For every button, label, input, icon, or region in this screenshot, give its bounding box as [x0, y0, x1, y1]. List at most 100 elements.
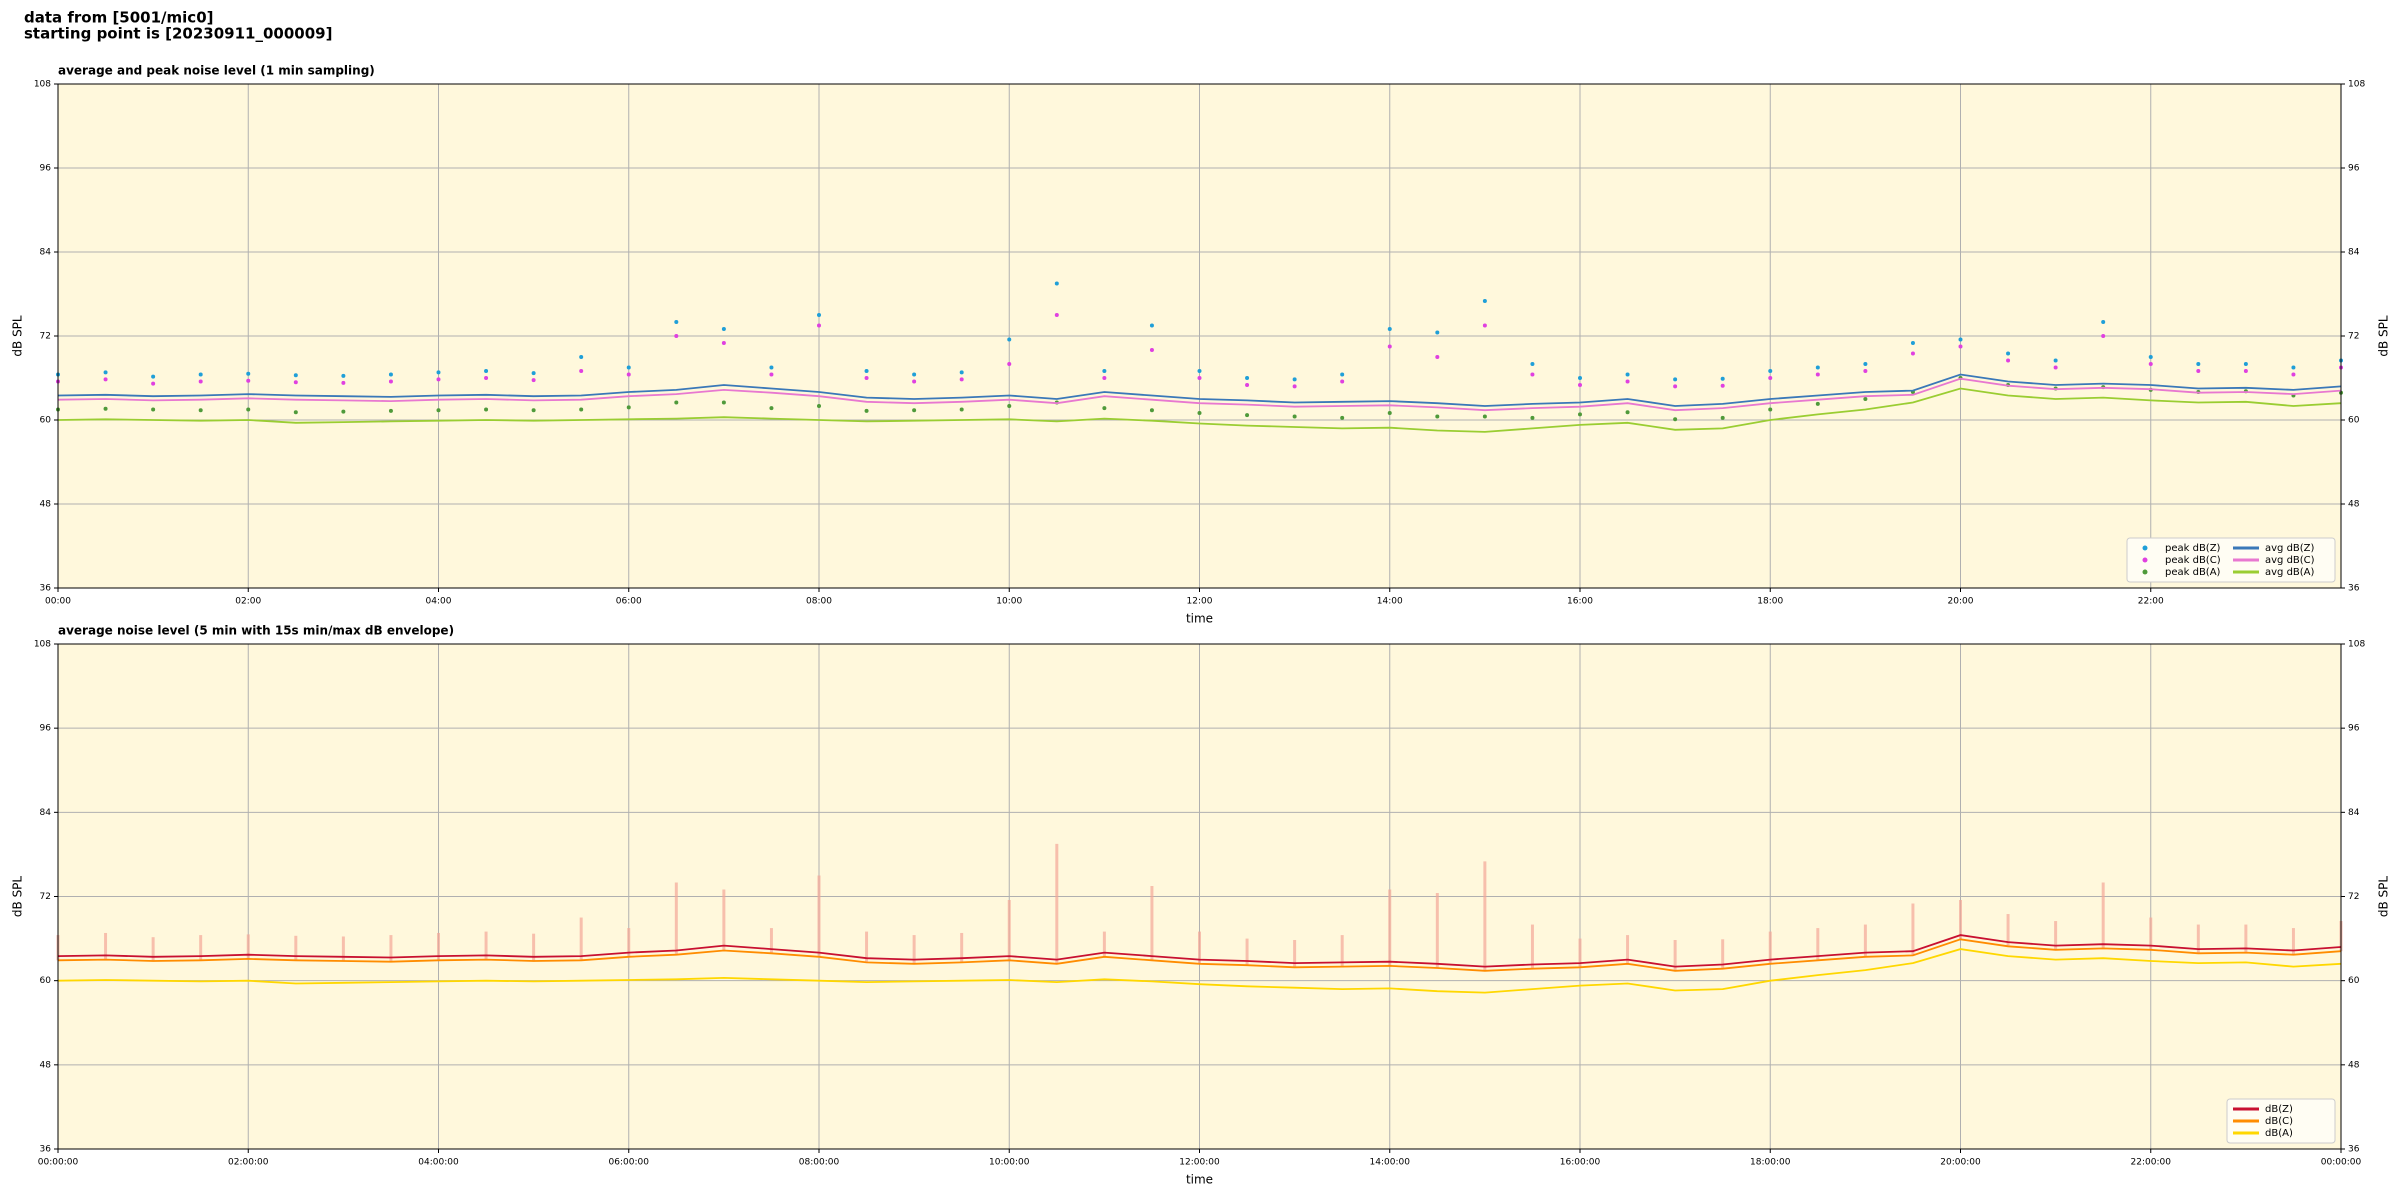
peak-dot — [1007, 337, 1012, 342]
x-tick-label: 00:00:00 — [38, 1158, 79, 1168]
peak-dot — [1245, 383, 1250, 387]
peak-dot — [864, 369, 869, 373]
peak-dot — [2006, 351, 2011, 356]
peak-dot — [1197, 369, 1202, 373]
peak-dot — [1340, 415, 1345, 420]
x-tick-label: 12:00:00 — [1179, 1158, 1220, 1168]
peak-dot — [1768, 369, 1773, 373]
legend-label: peak dB(C) — [2165, 555, 2221, 566]
y-tick-label: 108 — [2348, 640, 2365, 650]
peak-dot — [2243, 362, 2248, 366]
legend-label: avg dB(C) — [2265, 555, 2315, 566]
peak-dot — [1054, 313, 1059, 317]
x-tick-label: 14:00 — [1377, 597, 1403, 607]
legend-marker — [2142, 557, 2148, 563]
peak-dot — [1340, 372, 1345, 377]
peak-dot — [912, 379, 917, 384]
peak-dot — [1768, 407, 1773, 412]
legend-marker — [2142, 569, 2148, 575]
legend-label: dB(Z) — [2265, 1104, 2293, 1115]
y-tick-label: 84 — [2348, 248, 2360, 258]
y-tick-label: 84 — [40, 248, 52, 258]
y-tick-label: 96 — [2348, 164, 2360, 174]
peak-dot — [1530, 362, 1535, 366]
peak-dot — [912, 372, 917, 377]
peak-dot — [721, 341, 726, 345]
peak-dot — [626, 405, 631, 410]
peak-dot — [579, 369, 584, 373]
peak-dot — [1387, 344, 1392, 349]
y-axis-label: dB SPL — [11, 876, 25, 918]
peak-dot — [1625, 379, 1630, 384]
y-tick-label: 72 — [40, 892, 51, 902]
x-tick-label: 14:00:00 — [1370, 1158, 1411, 1168]
peak-dot — [484, 376, 489, 380]
header-line: starting point is [20230911_000009] — [24, 25, 332, 43]
peak-dot — [2291, 372, 2296, 377]
x-tick-label: 08:00 — [806, 597, 832, 607]
legend-marker — [2142, 545, 2148, 551]
peak-dot — [1245, 376, 1250, 380]
chart-title: average and peak noise level (1 min samp… — [58, 64, 375, 78]
peak-dot — [341, 373, 346, 378]
x-tick-label: 22:00 — [2138, 597, 2164, 607]
peak-dot — [103, 406, 108, 411]
peak-dot — [1578, 412, 1582, 417]
peak-dot — [721, 327, 726, 331]
series-line — [57, 938, 2342, 972]
peak-dot — [1673, 377, 1678, 382]
peak-dot — [1482, 414, 1487, 419]
peak-dot — [246, 371, 251, 376]
y-tick-label: 48 — [40, 1060, 52, 1070]
x-axis-label: time — [1186, 612, 1213, 626]
peak-dot — [674, 334, 679, 338]
x-tick-label: 20:00 — [1948, 597, 1974, 607]
peak-dot — [341, 409, 346, 414]
x-tick-label: 16:00:00 — [1560, 1158, 1601, 1168]
peak-dot — [151, 374, 156, 379]
peak-dot — [1958, 344, 1963, 349]
peak-dot — [436, 408, 441, 413]
y-axis-label: dB SPL — [2377, 315, 2391, 357]
peak-dot — [436, 370, 441, 375]
peak-dot — [198, 379, 203, 384]
y-tick-label: 72 — [40, 332, 51, 342]
peak-dot — [626, 365, 631, 370]
y-tick-label: 36 — [2348, 1145, 2360, 1155]
peak-dot — [1720, 383, 1725, 388]
x-tick-label: 02:00:00 — [228, 1158, 269, 1168]
peak-dot — [817, 313, 821, 317]
y-tick-label: 60 — [40, 416, 52, 426]
peak-dot — [1387, 411, 1392, 415]
peak-dot — [1387, 327, 1392, 331]
peak-dot — [198, 408, 203, 413]
y-tick-label: 36 — [40, 584, 52, 594]
peak-dot — [1292, 384, 1297, 389]
peak-dot — [959, 377, 964, 382]
x-tick-label: 06:00:00 — [609, 1158, 650, 1168]
series-line — [57, 934, 2342, 968]
x-tick-label: 08:00:00 — [799, 1158, 840, 1168]
y-tick-label: 60 — [2348, 416, 2360, 426]
peak-dot — [1197, 411, 1202, 415]
peak-dot — [769, 365, 774, 370]
peak-dot — [293, 410, 298, 415]
plot-frame — [57, 83, 2342, 589]
peak-dot — [769, 372, 774, 377]
peak-dot — [388, 408, 393, 413]
peak-dot — [2291, 365, 2296, 370]
chart-title: average noise level (5 min with 15s min/… — [58, 624, 454, 638]
peak-dot — [959, 407, 964, 412]
peak-dot — [959, 370, 964, 375]
peak-dot — [1149, 348, 1154, 352]
peak-dot — [1530, 415, 1535, 420]
peak-dot — [1673, 384, 1678, 389]
x-axis-label: time — [1186, 1173, 1213, 1187]
peak-dot — [1625, 372, 1630, 377]
y-tick-label: 108 — [34, 80, 51, 90]
legend-label: avg dB(Z) — [2265, 543, 2315, 554]
peak-dot — [1102, 406, 1107, 411]
peak-dot — [1149, 323, 1154, 328]
peak-dot — [1768, 376, 1773, 380]
y-tick-label: 72 — [2348, 332, 2359, 342]
